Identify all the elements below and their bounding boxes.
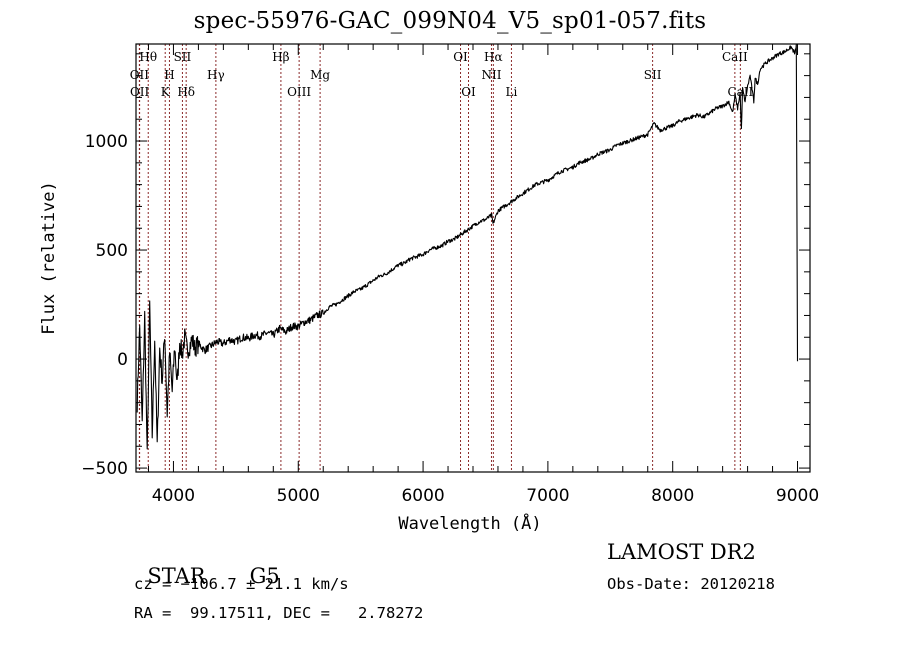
y-tick-label: −500 bbox=[81, 459, 128, 479]
line-labels: Hθ OII OII HK SII Hδ Hγ Hβ OIII Mg OI OI Hα NII Li SII C… bbox=[130, 50, 754, 99]
line-label: CaII bbox=[722, 50, 748, 64]
line-label: Mg bbox=[310, 68, 330, 82]
line-markers bbox=[138, 44, 741, 472]
line-label: SII bbox=[174, 50, 192, 64]
object-subclass: G5 bbox=[249, 564, 280, 588]
y-tick-label: 0 bbox=[117, 350, 128, 370]
ra-dec: RA = 99.17511, DEC = 2.78272 bbox=[134, 604, 424, 622]
line-label: Hθ bbox=[139, 50, 157, 64]
spectrum-line bbox=[136, 43, 799, 450]
line-label: Hγ bbox=[207, 68, 225, 82]
line-label: OIII bbox=[287, 85, 311, 99]
y-tick-label: 1000 bbox=[85, 132, 128, 152]
x-axis-label: Wavelength (Å) bbox=[398, 512, 541, 534]
line-label: NII bbox=[481, 68, 501, 82]
line-label: H bbox=[164, 68, 174, 82]
x-tick-label: 5000 bbox=[277, 486, 320, 506]
y-axis-ticks: −500 0 500 1000 bbox=[81, 53, 810, 479]
line-label: OII bbox=[130, 68, 150, 82]
plot-frame bbox=[135, 43, 811, 473]
line-label: Hδ bbox=[177, 85, 195, 99]
x-axis-ticks: 4000 5000 6000 7000 8000 9000 bbox=[147, 44, 819, 506]
survey-name: LAMOST DR2 bbox=[607, 540, 756, 564]
x-tick-label: 8000 bbox=[651, 486, 694, 506]
object-class: STAR bbox=[147, 564, 206, 588]
x-tick-label: 9000 bbox=[776, 486, 819, 506]
line-label: K bbox=[161, 85, 171, 99]
x-tick-label: 6000 bbox=[401, 486, 444, 506]
obs-date: Obs-Date: 20120218 bbox=[607, 575, 775, 593]
line-label: SII bbox=[644, 68, 662, 82]
y-axis-label: Flux (relative) bbox=[39, 181, 59, 335]
chart-title: spec-55976-GAC_099N04_V5_sp01-057.fits bbox=[193, 8, 707, 34]
y-tick-label: 500 bbox=[96, 241, 128, 261]
class-row: STAR G5 bbox=[134, 540, 280, 588]
line-label: Hα bbox=[484, 50, 503, 64]
line-label: Li bbox=[506, 85, 518, 99]
redshift-cz: cz = −106.7 ± 21.1 km/s bbox=[134, 575, 349, 593]
line-label: OII bbox=[130, 85, 150, 99]
x-tick-label: 4000 bbox=[152, 486, 195, 506]
line-label: OI bbox=[461, 85, 476, 99]
line-label: OI bbox=[453, 50, 468, 64]
line-label: Hβ bbox=[272, 50, 289, 64]
x-tick-label: 7000 bbox=[526, 486, 569, 506]
